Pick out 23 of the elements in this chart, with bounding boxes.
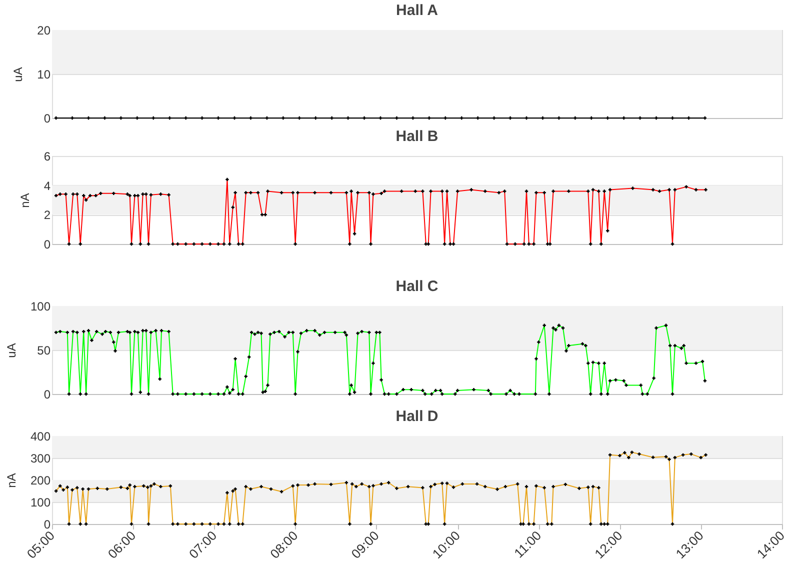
y-tick-label: 4 (44, 178, 51, 193)
y-tick-label: 0 (44, 112, 51, 126)
y-tick-label: 100 (30, 496, 51, 510)
y-axis-title: uA (11, 67, 26, 82)
y-tick-label: 100 (30, 300, 51, 314)
y-tick-label: 200 (30, 474, 51, 488)
y-axis-title: nA (4, 473, 18, 488)
y-tick-label: 400 (30, 430, 51, 444)
y-axis-title: nA (18, 193, 32, 208)
y-axis-title: uA (4, 343, 18, 358)
y-tick-label: 0 (44, 518, 51, 532)
y-tick-label: 300 (30, 452, 51, 466)
y-tick-label: 6 (44, 150, 51, 164)
chart-title: Hall A (396, 2, 438, 19)
chart-title: Hall C (396, 278, 438, 295)
y-tick-label: 20 (37, 24, 51, 38)
y-tick-label: 2 (44, 208, 51, 222)
y-tick-label: 10 (37, 68, 51, 82)
y-tick-label: 50 (37, 344, 51, 358)
y-tick-label: 0 (44, 238, 51, 252)
y-tick-label: 0 (44, 388, 51, 402)
chart-title: Hall D (396, 408, 438, 425)
chart-title: Hall B (396, 128, 438, 145)
